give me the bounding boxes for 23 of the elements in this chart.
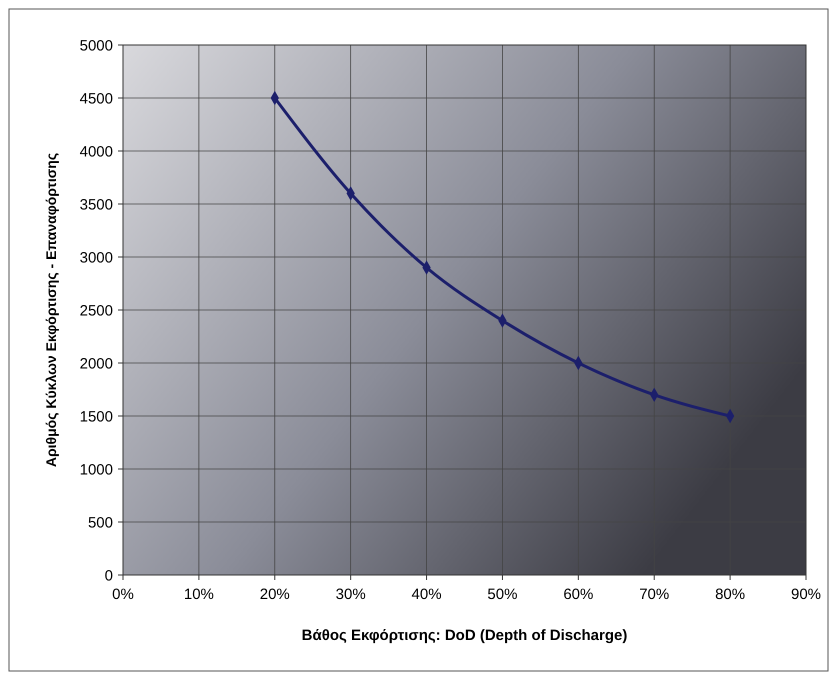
- y-tick-label: 3500: [80, 196, 113, 214]
- y-tick-label: 5000: [80, 37, 113, 54]
- y-tick-label: 1000: [80, 461, 113, 478]
- x-tick-label: 10%: [184, 586, 214, 603]
- x-tick-label: 50%: [487, 586, 518, 603]
- x-tick-label: 30%: [336, 586, 366, 603]
- y-tick-label: 0: [104, 567, 113, 584]
- x-tick-label: 60%: [563, 586, 594, 603]
- x-tick-label: 70%: [639, 586, 670, 603]
- x-tick-label: 0%: [112, 586, 134, 603]
- y-tick-label: 2500: [80, 302, 113, 320]
- x-axis-title: Βάθος Εκφόρτισης: DoD (Depth of Discharge): [302, 627, 628, 644]
- y-tick-label: 3000: [80, 249, 113, 266]
- y-axis-title: Αριθμός Κύκλων Εκφόρτισης - Επαναφόρτισης: [43, 152, 59, 468]
- x-tick-label: 80%: [715, 586, 746, 603]
- x-tick-label: 40%: [412, 586, 442, 603]
- x-tick-label: 20%: [260, 586, 290, 603]
- y-tick-label: 4000: [80, 143, 113, 160]
- x-tick-label: 90%: [790, 586, 822, 603]
- y-tick-label: 500: [88, 514, 113, 532]
- y-tick-label: 2000: [80, 355, 113, 372]
- y-tick-label: 1500: [80, 408, 113, 426]
- y-tick-label: 4500: [80, 90, 113, 108]
